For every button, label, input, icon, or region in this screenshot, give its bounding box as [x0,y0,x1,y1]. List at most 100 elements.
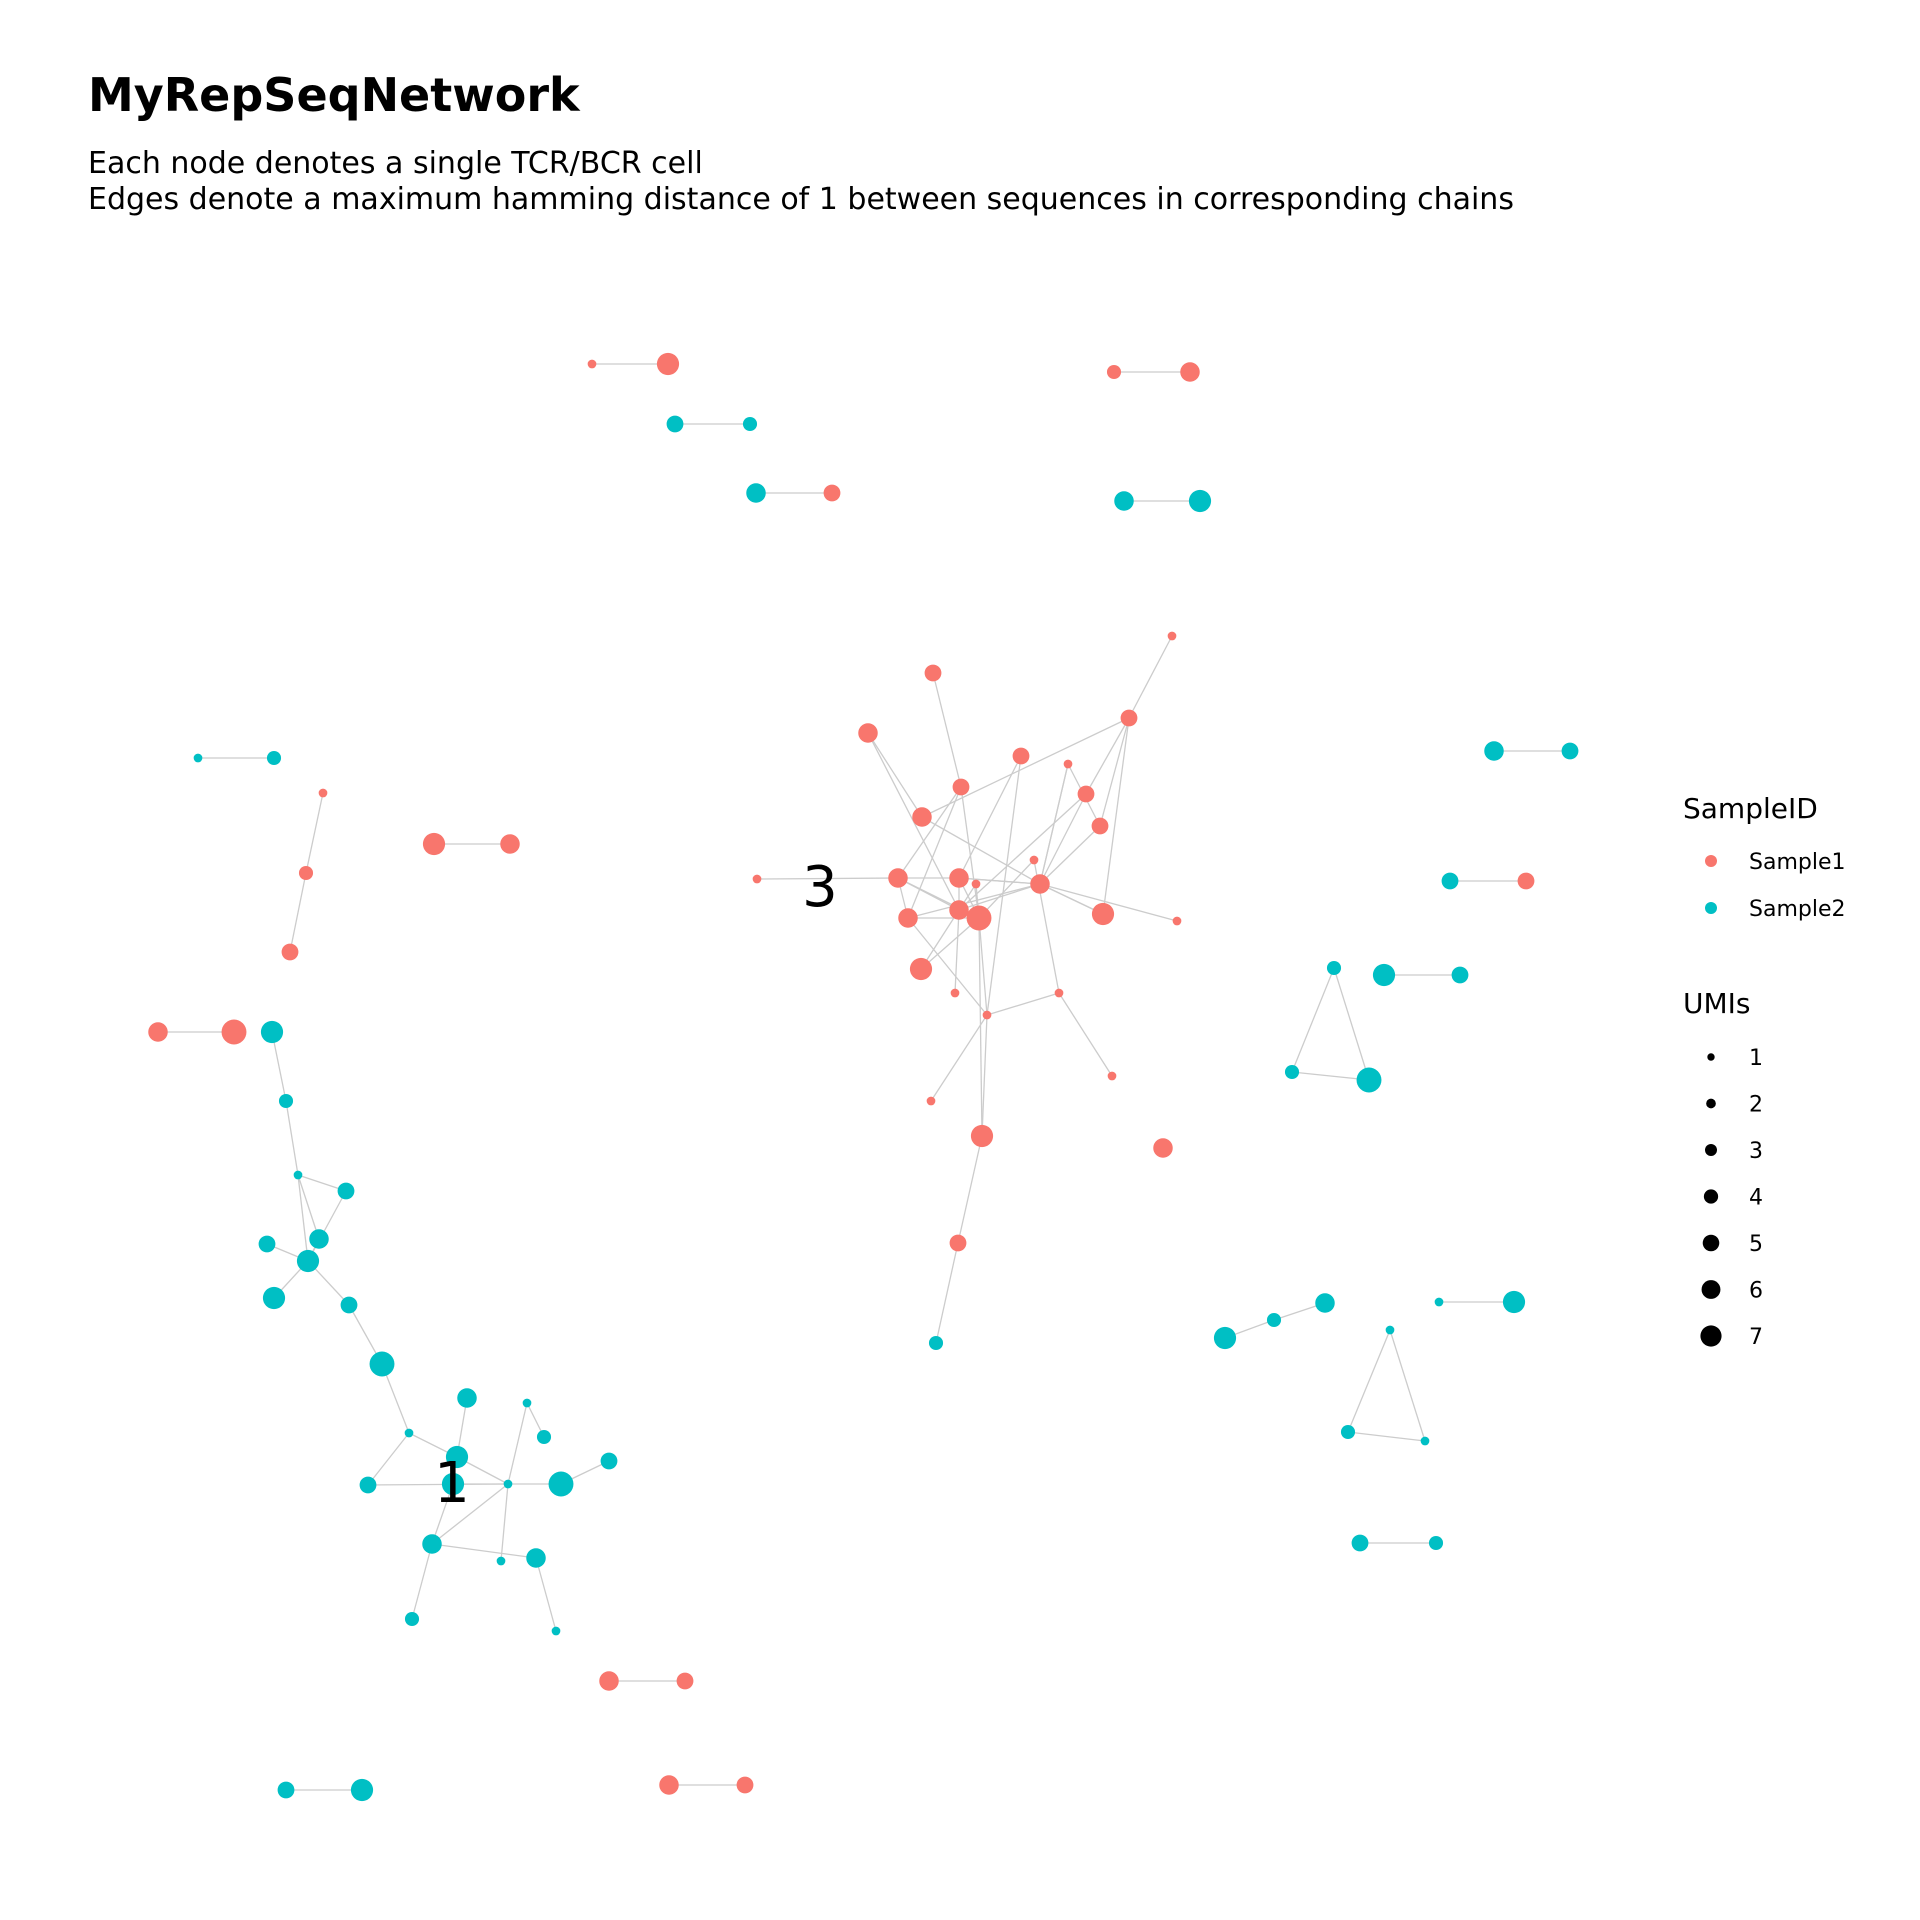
network-node-sample1 [1077,785,1095,803]
network-node-sample2 [522,1398,532,1408]
network-edge [367,1432,410,1486]
network-node-sample1 [949,868,969,888]
network-edge [867,732,923,818]
network-edge [978,917,988,1016]
legend-color-items: Sample1 Sample2 [1705,850,1846,922]
network-node-sample2 [526,1548,546,1568]
network-node-sample2 [1561,742,1579,760]
network-node-sample2 [1266,1312,1282,1328]
network-edge [305,792,324,874]
legend-size-swatch [1707,1053,1715,1061]
legend: SampleID Sample1 Sample2 UMIs 1 2 3 4 5 6 7 [1683,792,1846,1350]
network-node-sample1 [599,1671,619,1691]
network-node-sample1 [1106,364,1122,380]
subtitle-line-1: Each node denotes a single TCR/BCR cell [88,146,703,181]
network-node-sample1 [888,868,908,888]
network-node-sample2 [1315,1293,1335,1313]
network-node-sample2 [350,1778,374,1802]
network-node-sample1 [970,1124,994,1148]
network-edge [756,877,899,880]
network-node-sample1 [1054,988,1064,998]
network-node-sample1 [656,352,680,376]
network-edge [1333,967,1370,1081]
network-node-sample1 [982,1010,992,1020]
network-edge [907,883,1041,919]
network-edge [954,909,960,994]
network-node-sample2 [600,1452,618,1470]
network-node-sample1 [971,879,981,889]
network-node-sample2 [1284,1064,1300,1080]
network-node-sample1 [148,1022,168,1042]
network-node-sample2 [359,1476,377,1494]
network-node-sample1 [221,1019,247,1045]
network-node-sample2 [457,1388,477,1408]
legend-size-label: 4 [1749,1186,1763,1211]
network-edge [920,909,960,970]
network-edge [1058,992,1113,1077]
network-node-sample2 [551,1626,561,1636]
network-node-sample1 [1012,747,1030,765]
network-node-sample2 [260,1020,284,1044]
network-edge [907,917,988,1016]
network-node-sample1 [949,900,969,920]
network-node-sample2 [1420,1436,1430,1446]
network-node-sample2 [536,1429,552,1445]
network-edge [932,672,962,788]
network-edge [1099,717,1130,827]
network-node-sample1 [966,905,992,931]
network-node-sample2 [1326,960,1342,976]
legend-size-label: 6 [1749,1279,1763,1304]
legend-color-swatch [1705,902,1717,914]
network-node-sample1 [924,664,942,682]
network-edge [271,1031,287,1102]
legend-size-label: 1 [1749,1046,1763,1071]
network-node-sample2 [1188,489,1212,513]
network-node-sample1 [1167,631,1177,641]
network-node-sample2 [1340,1424,1356,1440]
network-node-sample2 [193,753,203,763]
network-edge [431,1543,537,1559]
network-node-sample2 [496,1556,506,1566]
legend-size-swatch [1706,1098,1716,1109]
chart-subtitle: Each node denotes a single TCR/BCR cell … [88,146,1514,218]
network-edge [958,793,1087,911]
network-node-sample1 [950,988,960,998]
legend-color-label: Sample2 [1749,897,1846,922]
network-edge [957,1135,983,1244]
network-node-sample1 [1153,1138,1173,1158]
network-node-sample1 [318,788,328,798]
network-node-sample2 [404,1428,414,1438]
network-node-sample1 [422,832,446,856]
network-node-sample1 [1180,362,1200,382]
network-edge [1291,1071,1370,1081]
network-edge [930,1014,988,1102]
network-node-sample2 [1441,872,1459,890]
cluster-label-1: 1 [434,1451,470,1516]
network-node-sample2 [666,415,684,433]
network-node-sample1 [298,865,314,881]
network-node-sample1 [898,908,918,928]
network-node-sample2 [262,1286,286,1310]
network-edge [986,755,1022,1016]
network-node-sample2 [404,1611,420,1627]
network-node-sample1 [823,484,841,502]
network-node-sample2 [503,1479,513,1489]
network-node-sample2 [278,1093,294,1109]
network-edge [411,1543,433,1620]
network-node-sample2 [1356,1067,1382,1093]
network-node-sample2 [441,1472,465,1496]
network-edge [1039,763,1069,885]
network-edge [1389,1329,1426,1442]
legend-color-title: SampleID [1683,792,1818,825]
network-node-sample2 [548,1471,574,1497]
network-edge [958,877,1041,885]
network-node-sample1 [1091,817,1109,835]
network-node-sample1 [912,807,932,827]
network-node-sample2 [1428,1535,1444,1551]
network-edge [921,717,1130,818]
chart-title: MyRepSeqNetwork [88,68,580,122]
cluster-label-3: 3 [802,855,838,920]
legend-size-items: 1 2 3 4 5 6 7 [1700,1046,1763,1350]
network-node-sample2 [296,1249,320,1273]
network-node-sample1 [1091,902,1115,926]
